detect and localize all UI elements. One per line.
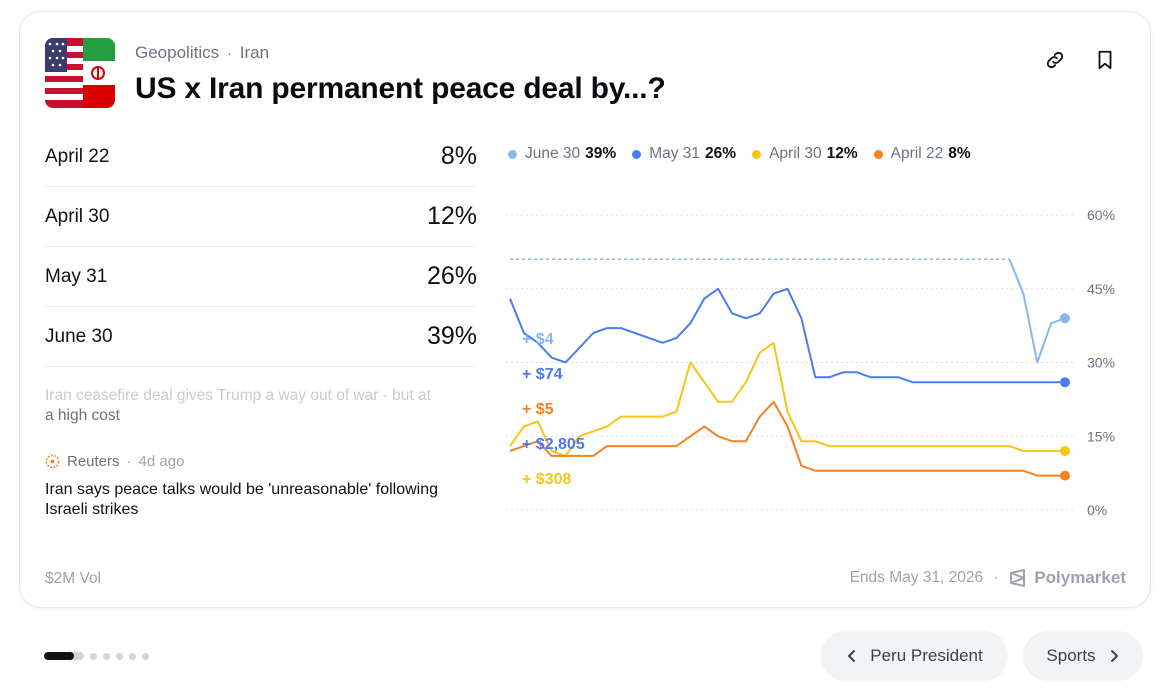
legend-label: April 22 bbox=[890, 145, 944, 162]
series-line bbox=[509, 287, 1065, 384]
legend-dot bbox=[508, 149, 517, 159]
prev-market-label: Peru President bbox=[870, 646, 983, 665]
outcome-percent: 12% bbox=[426, 202, 477, 230]
legend-dot bbox=[632, 149, 642, 159]
outcome-row[interactable]: June 30 39% bbox=[45, 307, 477, 367]
legend-dot bbox=[873, 149, 883, 159]
volume-label: $2M Vol bbox=[45, 570, 102, 587]
chevron-right-icon bbox=[1110, 650, 1118, 662]
brand-name: Polymarket bbox=[1034, 568, 1126, 587]
pagination-dot[interactable] bbox=[142, 652, 149, 660]
outcome-percent: 8% bbox=[440, 142, 477, 170]
legend-value: 12% bbox=[826, 145, 858, 162]
series-line bbox=[1008, 258, 1066, 364]
outcome-label: May 31 bbox=[45, 265, 108, 287]
y-tick-label: 45% bbox=[1087, 281, 1115, 297]
legend-item[interactable]: June 30 39% bbox=[508, 145, 616, 163]
bookmark-icon bbox=[1098, 50, 1112, 70]
outcome-label: June 30 bbox=[45, 325, 113, 347]
trade-label: + $5 bbox=[522, 401, 554, 418]
polymarket-brand[interactable]: Polymarket bbox=[1008, 568, 1126, 588]
trade-label: + $74 bbox=[522, 366, 563, 383]
outcome-percent: 26% bbox=[426, 262, 477, 290]
outcome-row[interactable]: May 31 26% bbox=[45, 247, 477, 307]
y-tick-label: 60% bbox=[1087, 207, 1115, 223]
footer-meta: Ends May 31, 2026 · Polymarket bbox=[850, 568, 1126, 588]
legend-label: April 30 bbox=[769, 145, 822, 162]
link-icon bbox=[1046, 51, 1064, 69]
outcome-label: April 22 bbox=[45, 145, 110, 167]
series-endpoint bbox=[1060, 377, 1070, 388]
news-faded-line: Iran ceasefire deal gives Trump a way ou… bbox=[45, 387, 431, 404]
pagination-dots bbox=[44, 652, 149, 660]
breadcrumb: Geopolitics · Iran bbox=[135, 43, 269, 63]
legend-value: 39% bbox=[585, 145, 617, 162]
bookmark-button[interactable] bbox=[1090, 45, 1120, 75]
breadcrumb-category[interactable]: Geopolitics bbox=[135, 43, 220, 62]
polymarket-icon bbox=[1010, 569, 1026, 587]
trade-label: + $2,805 bbox=[522, 436, 585, 453]
chevron-left-icon bbox=[848, 650, 856, 662]
breadcrumb-separator: · bbox=[227, 45, 232, 61]
series-endpoint bbox=[1060, 446, 1070, 456]
pagination-dot-active[interactable] bbox=[44, 652, 84, 660]
news-source: Reuters · 4d ago bbox=[45, 453, 184, 470]
market-card: Geopolitics · Iran US x Iran permanent p… bbox=[19, 11, 1151, 608]
y-tick-label: 0% bbox=[1087, 502, 1107, 518]
legend-dot bbox=[752, 149, 762, 159]
news-faded-line: a high cost bbox=[45, 407, 120, 424]
chart-legend: June 30 39% May 31 26% April 30 12% Apri… bbox=[508, 145, 971, 163]
series-line bbox=[509, 400, 1065, 477]
news-ticker[interactable]: Iran ceasefire deal gives Trump a way ou… bbox=[45, 386, 485, 426]
legend-label: May 31 bbox=[649, 145, 701, 162]
y-tick-label: 15% bbox=[1087, 428, 1115, 444]
pagination-dot[interactable] bbox=[90, 652, 97, 660]
legend-label: June 30 bbox=[525, 145, 581, 162]
market-thumbnail[interactable] bbox=[45, 38, 115, 108]
pagination-dot[interactable] bbox=[129, 652, 136, 660]
pagination-dot[interactable] bbox=[116, 652, 123, 660]
reuters-icon bbox=[45, 454, 60, 469]
market-title[interactable]: US x Iran permanent peace deal by...? bbox=[135, 72, 666, 105]
footer-separator: · bbox=[993, 569, 999, 586]
legend-value: 8% bbox=[948, 145, 971, 162]
trade-label: + $4 bbox=[522, 331, 554, 348]
news-separator: · bbox=[126, 453, 132, 470]
us-iran-flags-image bbox=[45, 38, 115, 108]
y-tick-label: 30% bbox=[1087, 355, 1115, 371]
news-headline[interactable]: Iran says peace talks would be 'unreason… bbox=[45, 481, 439, 518]
legend-item[interactable]: April 30 12% bbox=[752, 145, 858, 163]
breadcrumb-subcategory[interactable]: Iran bbox=[239, 43, 270, 62]
news-source-name: Reuters bbox=[67, 453, 120, 470]
next-market-button[interactable]: Sports bbox=[1023, 631, 1143, 681]
news-age: 4d ago bbox=[138, 453, 185, 470]
series-endpoint bbox=[1060, 313, 1070, 324]
outcome-label: April 30 bbox=[45, 205, 110, 227]
series-endpoint bbox=[1060, 470, 1070, 481]
outcome-list: April 22 8% April 30 12% May 31 26% June… bbox=[45, 127, 477, 367]
outcome-percent: 39% bbox=[426, 322, 477, 350]
copy-link-button[interactable] bbox=[1040, 45, 1070, 75]
price-chart[interactable]: 60% 45% 30% 15% 0% + $4 + $74 + $5 + $2,805 + $30… bbox=[20, 12, 1152, 609]
legend-item[interactable]: April 22 8% bbox=[873, 145, 971, 163]
next-market-label: Sports bbox=[1046, 646, 1096, 665]
outcome-row[interactable]: April 30 12% bbox=[45, 187, 477, 247]
end-date: Ends May 31, 2026 bbox=[849, 569, 984, 586]
prev-market-button[interactable]: Peru President bbox=[821, 631, 1008, 681]
legend-value: 26% bbox=[705, 145, 737, 162]
trade-label: + $308 bbox=[522, 471, 571, 488]
series-line bbox=[509, 341, 1065, 457]
legend-item[interactable]: May 31 26% bbox=[632, 145, 736, 163]
outcome-row[interactable]: April 22 8% bbox=[45, 127, 477, 187]
pagination-dot[interactable] bbox=[103, 652, 110, 660]
